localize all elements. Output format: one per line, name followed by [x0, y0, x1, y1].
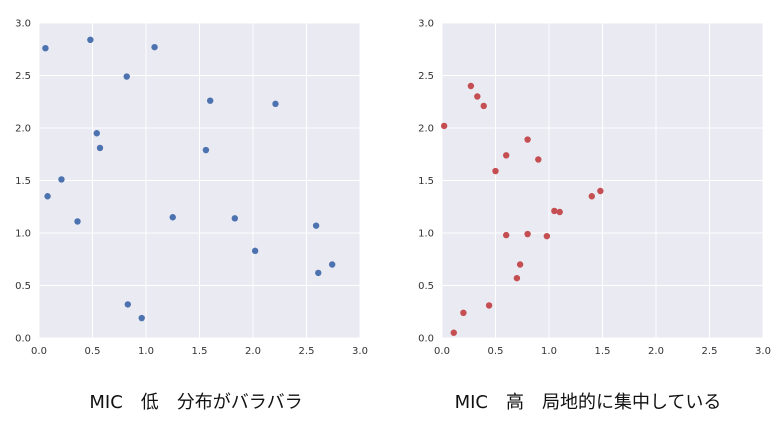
right-scatter-point [516, 261, 524, 268]
left-y-tick-label: 2.0 [15, 124, 31, 135]
left-chart-caption: MIC 低 分布がバラバラ [89, 392, 303, 413]
right-scatter-point [597, 187, 604, 195]
left-y-tick-label: 3.0 [15, 19, 31, 30]
right-x-tick-label: 2.0 [648, 346, 664, 357]
right-scatter-point [480, 102, 487, 110]
left-scatter-point [93, 130, 100, 137]
left-scatter-point [42, 45, 49, 52]
left-x-tick-label: 2.0 [245, 346, 261, 357]
right-x-tick-label: 1.0 [541, 346, 557, 357]
left-y-tick-label: 1.0 [15, 229, 31, 240]
left-scatter-point [272, 100, 279, 108]
right-x-tick-label: 2.5 [702, 346, 718, 357]
right-scatter-point [588, 193, 595, 200]
left-scatter-point [58, 176, 65, 183]
right-x-tick-label: 1.5 [595, 346, 611, 357]
right-chart: 0.0 0.5 1.0 1.5 2.0 2.5 3.0 0.0 0.5 1.0 1.5 2.0 2.5 3… [418, 19, 771, 358]
right-chart-caption: MIC 高 局地的に集中している [454, 392, 722, 413]
right-scatter-point [535, 156, 542, 163]
left-x-tick-label: 0.5 [85, 346, 101, 357]
left-scatter-point [202, 146, 210, 154]
left-scatter-point [74, 218, 81, 225]
left-chart: 0.0 0.5 1.0 1.5 2.0 2.5 3.0 0.0 0.5 1.0 1.5 2.0 2.5 3… [15, 19, 368, 358]
right-scatter-point [556, 208, 563, 216]
right-y-tick-label: 1.0 [418, 229, 434, 240]
left-scatter-point [169, 214, 176, 221]
right-scatter-point [460, 309, 467, 316]
left-scatter-point [231, 215, 239, 222]
right-scatter-point [551, 207, 558, 215]
right-y-tick-label: 0.5 [418, 281, 434, 292]
right-x-tick-label: 0.5 [488, 346, 504, 357]
right-scatter-point [474, 93, 481, 100]
left-scatter-point [315, 269, 322, 277]
right-scatter-point [513, 274, 521, 282]
right-scatter-point [440, 122, 448, 130]
right-y-tick-label: 0.0 [418, 334, 434, 345]
left-scatter-point [96, 144, 104, 152]
right-y-tick-label: 3.0 [418, 19, 434, 30]
left-scatter-point [138, 314, 145, 322]
right-scatter-point [485, 302, 493, 309]
left-y-tick-label: 1.5 [15, 176, 31, 187]
right-scatter-point [503, 152, 510, 159]
left-scatter-point [207, 97, 214, 104]
right-y-tick-label: 2.0 [418, 124, 434, 135]
right-scatter-point [503, 231, 510, 239]
left-x-tick-label: 0.0 [31, 346, 47, 357]
left-x-tick-label: 1.0 [138, 346, 154, 357]
left-y-tick-label: 0.0 [15, 334, 31, 345]
left-scatter-point [151, 43, 158, 51]
left-scatter-point [251, 247, 259, 255]
right-scatter-point [524, 136, 531, 143]
right-x-tick-label: 3.0 [755, 346, 771, 357]
left-scatter-point [44, 193, 51, 200]
right-scatter-point [524, 230, 531, 238]
right-scatter-point [450, 329, 457, 336]
right-scatter-point [492, 167, 499, 175]
left-x-tick-label: 3.0 [352, 346, 368, 357]
left-y-tick-label: 2.5 [15, 71, 31, 82]
left-scatter-point [87, 36, 94, 43]
right-scatter-point [467, 82, 475, 90]
right-x-tick-label: 0.0 [434, 346, 450, 357]
left-scatter-point [123, 73, 130, 80]
left-scatter-point [312, 222, 320, 229]
left-x-tick-label: 1.5 [192, 346, 208, 357]
left-y-tick-label: 0.5 [15, 281, 31, 292]
right-scatter-point [543, 232, 551, 240]
right-y-tick-label: 1.5 [418, 176, 434, 187]
left-x-tick-label: 2.5 [299, 346, 315, 357]
right-y-tick-label: 2.5 [418, 71, 434, 82]
left-scatter-point [328, 261, 336, 268]
left-scatter-point [124, 301, 132, 308]
